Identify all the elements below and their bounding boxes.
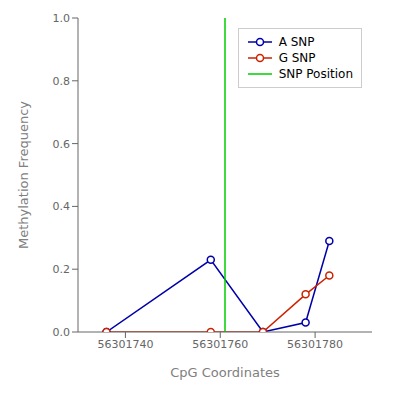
svg-text:56301740: 56301740 bbox=[97, 338, 153, 351]
svg-text:0.8: 0.8 bbox=[53, 75, 71, 88]
svg-text:CpG Coordinates: CpG Coordinates bbox=[170, 365, 280, 380]
svg-text:0.6: 0.6 bbox=[53, 138, 71, 151]
svg-text:Methylation Frequency: Methylation Frequency bbox=[16, 101, 31, 249]
html-text:G SNP: G SNP bbox=[278, 51, 316, 65]
svg-text:0.4: 0.4 bbox=[53, 200, 71, 213]
svg-text:56301760: 56301760 bbox=[192, 338, 248, 351]
svg-text:0.2: 0.2 bbox=[53, 263, 71, 276]
svg-text:0.0: 0.0 bbox=[53, 326, 71, 339]
html-text:SNP Position: SNP Position bbox=[278, 67, 353, 81]
html-text:A SNP: A SNP bbox=[278, 35, 315, 49]
svg-text:56301780: 56301780 bbox=[287, 338, 343, 351]
svg-text:1.0: 1.0 bbox=[53, 12, 71, 25]
